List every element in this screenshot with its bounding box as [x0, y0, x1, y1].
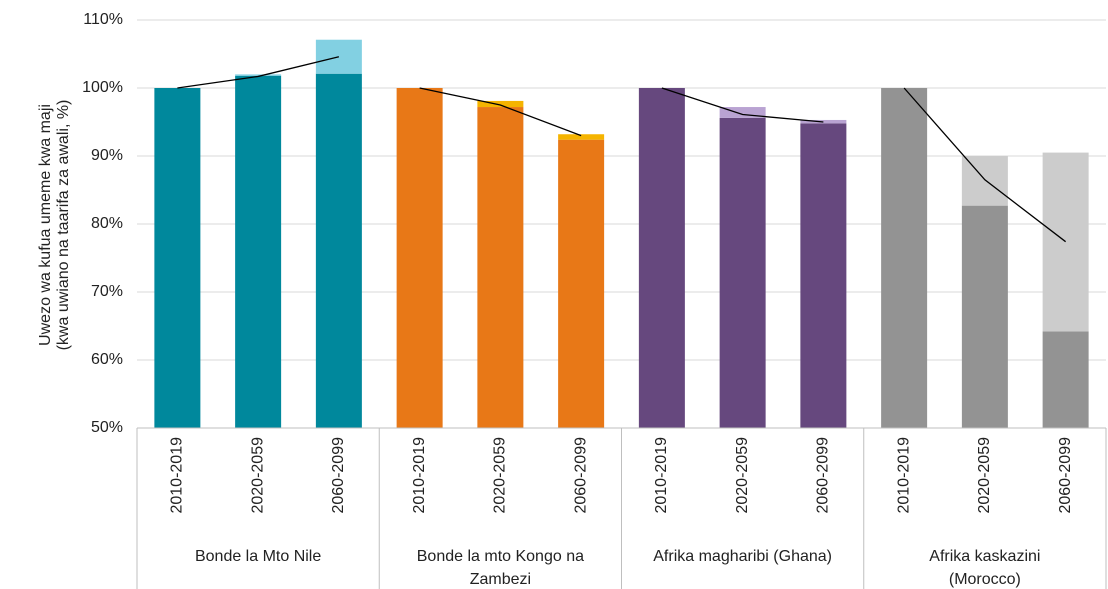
x-tick-label: 2060-2099 — [572, 437, 589, 514]
y-axis-label: Uwezo wa kufua umeme kwa maji — [37, 104, 54, 346]
bar — [881, 88, 928, 428]
x-tick-label: 2060-2099 — [815, 437, 832, 514]
bar — [315, 73, 362, 428]
bar — [154, 88, 201, 428]
median-line — [419, 87, 582, 137]
range-bar — [1042, 152, 1089, 332]
bar — [719, 117, 766, 429]
y-tick-label: 50% — [91, 419, 123, 436]
y-axis-label: (kwa uwiano na taarifa za awali, %) — [55, 100, 72, 351]
range-bar — [558, 134, 605, 140]
group-label: Bonde la Mto Nile — [195, 548, 321, 565]
bar — [396, 88, 443, 428]
median-line — [177, 56, 340, 89]
range-bar — [961, 156, 1008, 206]
range-bar — [477, 100, 524, 108]
x-tick-label: 2060-2099 — [1057, 437, 1074, 514]
bar — [961, 205, 1008, 428]
x-tick-label: 2010-2019 — [895, 437, 912, 514]
x-tick-label: 2020-2059 — [249, 437, 266, 514]
bar — [235, 75, 282, 428]
group-label: (Morocco) — [949, 571, 1021, 588]
y-tick-label: 80% — [91, 215, 123, 232]
x-tick-label: 2010-2019 — [169, 437, 186, 514]
median-line — [661, 87, 824, 123]
x-tick-label: 2010-2019 — [411, 437, 428, 514]
x-tick-label: 2060-2099 — [330, 437, 347, 514]
range-bar — [719, 107, 766, 118]
group-label: Zambezi — [470, 571, 531, 588]
bar — [638, 88, 685, 428]
x-tick-label: 2020-2059 — [734, 437, 751, 514]
bar — [800, 123, 847, 429]
x-tick-label: 2020-2059 — [976, 437, 993, 514]
y-tick-label: 60% — [91, 351, 123, 368]
x-tick-label: 2020-2059 — [492, 437, 509, 514]
median-line — [903, 87, 1067, 243]
y-tick-label: 110% — [83, 11, 123, 28]
bar — [477, 107, 524, 428]
bar — [1042, 331, 1089, 428]
group-label: Bonde la mto Kongo na — [417, 548, 584, 565]
y-tick-label: 100% — [82, 79, 123, 96]
x-tick-label: 2010-2019 — [653, 437, 670, 514]
group-label: Afrika magharibi (Ghana) — [653, 548, 832, 565]
bar — [558, 139, 605, 428]
range-bar — [235, 74, 282, 76]
y-tick-label: 70% — [91, 283, 123, 300]
y-tick-label: 90% — [91, 147, 123, 164]
group-label: Afrika kaskazini — [929, 548, 1040, 565]
